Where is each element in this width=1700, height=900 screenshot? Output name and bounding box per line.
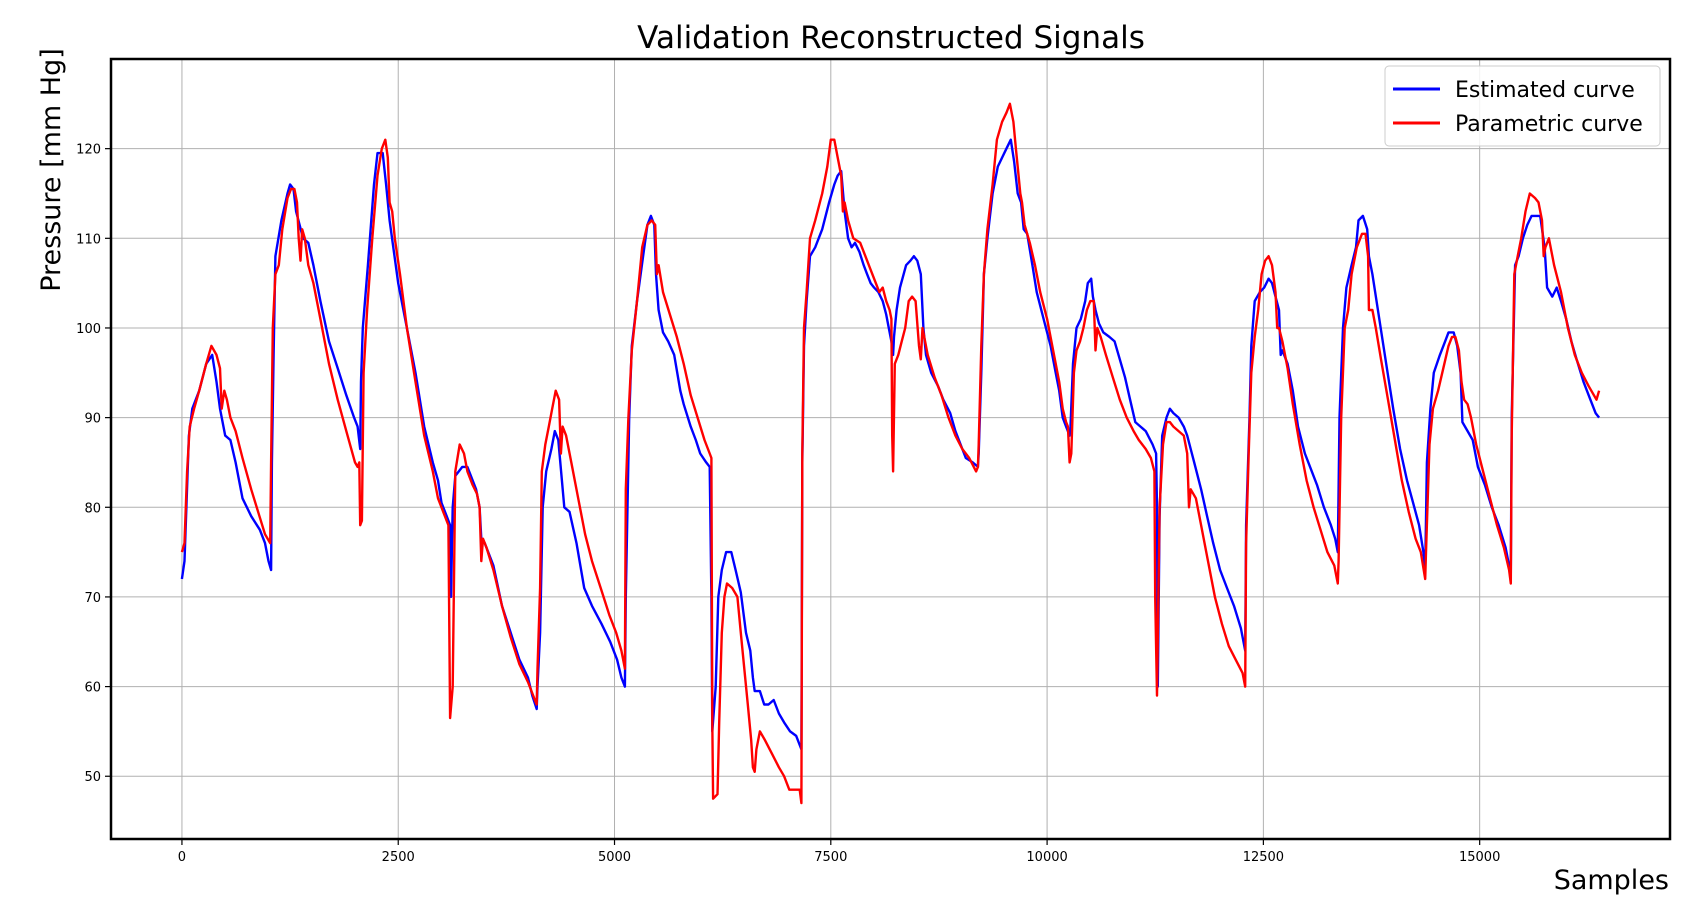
x-tick-label: 7500: [814, 850, 847, 865]
x-tick-label: 10000: [1026, 850, 1067, 865]
y-tick-label: 110: [76, 232, 101, 247]
x-tick-label: 2500: [382, 850, 415, 865]
legend-label-estimated: Estimated curve: [1455, 78, 1635, 103]
y-tick-label: 50: [84, 770, 101, 785]
x-tick-label: 0: [178, 850, 186, 865]
y-tick-label: 100: [76, 322, 101, 337]
y-tick-label: 70: [84, 591, 101, 606]
legend: Estimated curve Parametric curve: [1384, 65, 1661, 147]
series-layer: [180, 102, 1601, 805]
grid-lines: [111, 59, 1670, 839]
plot-frame: [109, 57, 1672, 841]
x-tick-label: 5000: [598, 850, 631, 865]
y-axis-label: Pressure [mm Hg]: [36, 48, 67, 292]
series-line-parametric: [180, 102, 1601, 805]
series-line-estimated: [180, 138, 1601, 751]
chart-title: Validation Reconstructed Signals: [637, 20, 1145, 56]
y-tick-label: 80: [84, 501, 101, 516]
x-tick-label: 15000: [1459, 850, 1500, 865]
y-tick-label: 120: [76, 143, 101, 158]
x-axis-label: Samples: [1554, 865, 1669, 896]
legend-label-parametric: Parametric curve: [1455, 112, 1643, 137]
x-axis: 0 2500 5000 7500 10000 12500 15000: [178, 839, 1500, 865]
y-tick-label: 60: [84, 681, 101, 696]
y-axis: 50 60 70 80 90 100 110 120: [76, 143, 111, 785]
legend-box: [1384, 65, 1661, 147]
x-tick-label: 12500: [1243, 850, 1284, 865]
y-tick-label: 90: [84, 412, 101, 427]
